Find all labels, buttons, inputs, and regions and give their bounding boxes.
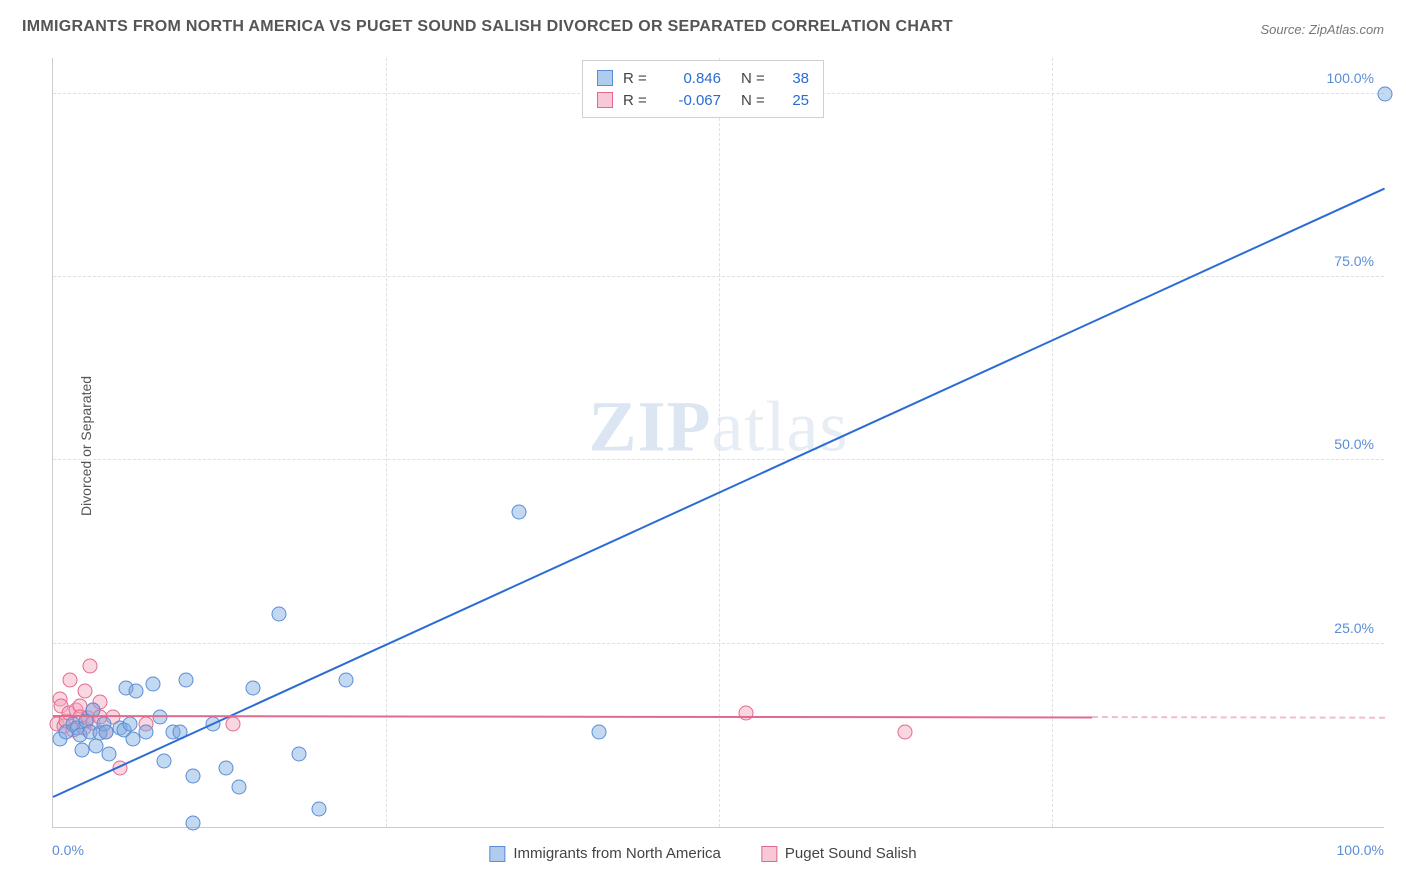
legend-row-blue: R = 0.846 N = 38: [597, 67, 809, 89]
legend-item-blue: Immigrants from North America: [489, 845, 721, 862]
y-tick: 50.0%: [1334, 436, 1374, 452]
swatch-icon: [489, 846, 505, 862]
data-point-blue: [128, 684, 143, 699]
data-point-blue: [185, 816, 200, 831]
data-point-pink: [225, 717, 240, 732]
data-point-pink: [738, 706, 753, 721]
data-point-blue: [185, 768, 200, 783]
gridline-v: [386, 58, 387, 827]
swatch-icon: [597, 92, 613, 108]
data-point-pink: [898, 724, 913, 739]
data-point-pink: [63, 673, 78, 688]
n-value: 25: [779, 92, 809, 109]
data-point-blue: [123, 717, 138, 732]
data-point-blue: [156, 754, 171, 769]
chart-title: IMMIGRANTS FROM NORTH AMERICA VS PUGET S…: [22, 18, 953, 36]
data-point-blue: [339, 673, 354, 688]
data-point-blue: [145, 677, 160, 692]
legend-label: Immigrants from North America: [513, 845, 721, 862]
y-tick: 25.0%: [1334, 620, 1374, 636]
x-tick-min: 0.0%: [52, 842, 84, 858]
gridline-v: [719, 58, 720, 827]
data-point-blue: [232, 779, 247, 794]
data-point-blue: [179, 673, 194, 688]
swatch-icon: [597, 70, 613, 86]
data-point-blue: [101, 746, 116, 761]
n-label: N =: [741, 92, 769, 109]
data-point-blue: [512, 504, 527, 519]
data-point-pink: [83, 658, 98, 673]
legend-row-pink: R = -0.067 N = 25: [597, 89, 809, 111]
data-point-blue: [272, 607, 287, 622]
data-point-blue: [139, 724, 154, 739]
swatch-icon: [761, 846, 777, 862]
r-value: -0.067: [661, 92, 721, 109]
data-point-pink: [77, 684, 92, 699]
source-label: Source: ZipAtlas.com: [1260, 22, 1384, 37]
n-value: 38: [779, 70, 809, 87]
r-label: R =: [623, 70, 651, 87]
series-legend: Immigrants from North America Puget Soun…: [489, 845, 916, 862]
data-point-blue: [312, 801, 327, 816]
y-tick: 75.0%: [1334, 253, 1374, 269]
gridline-v: [1052, 58, 1053, 827]
y-tick: 100.0%: [1327, 70, 1374, 86]
legend-label: Puget Sound Salish: [785, 845, 917, 862]
x-tick-max: 100.0%: [1337, 842, 1384, 858]
n-label: N =: [741, 70, 769, 87]
plot-area: ZIPatlas 25.0%50.0%75.0%100.0%: [52, 58, 1384, 828]
trendline-pink-extrapolated: [1092, 716, 1385, 719]
r-value: 0.846: [661, 70, 721, 87]
data-point-blue: [219, 761, 234, 776]
data-point-blue: [292, 746, 307, 761]
data-point-blue: [245, 680, 260, 695]
data-point-blue: [592, 724, 607, 739]
r-label: R =: [623, 92, 651, 109]
legend-item-pink: Puget Sound Salish: [761, 845, 917, 862]
data-point-blue: [1378, 86, 1393, 101]
correlation-legend: R = 0.846 N = 38 R = -0.067 N = 25: [582, 60, 824, 118]
